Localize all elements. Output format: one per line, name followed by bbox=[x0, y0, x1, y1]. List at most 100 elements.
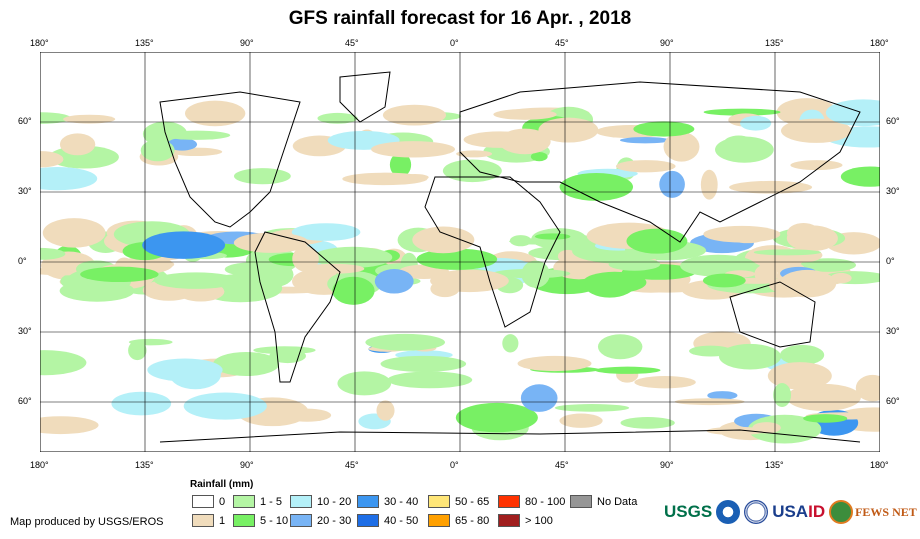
legend-title: Rainfall (mm) bbox=[190, 479, 254, 490]
rainfall-area bbox=[753, 249, 821, 256]
lat-tick-label: 30° bbox=[886, 326, 900, 336]
lon-tick-label: 135° bbox=[135, 38, 154, 48]
usgs-logo: USGS bbox=[664, 502, 713, 521]
lon-tick-label: 90° bbox=[240, 460, 254, 470]
fews-text: FEWS NET bbox=[855, 504, 917, 519]
rainfall-area bbox=[401, 173, 429, 181]
rainfall-area bbox=[213, 352, 280, 377]
rainfall-area bbox=[337, 371, 392, 396]
rainfall-area bbox=[767, 362, 832, 390]
rainfall-area bbox=[59, 133, 96, 156]
rainfall-area bbox=[40, 151, 64, 168]
legend-label: 50 - 65 bbox=[455, 495, 490, 508]
lon-tick-label: 135° bbox=[765, 460, 784, 470]
lon-tick-label: 90° bbox=[660, 460, 674, 470]
rainfall-area bbox=[184, 100, 246, 127]
rainfall-area bbox=[252, 261, 294, 288]
legend-label: 0 bbox=[219, 495, 226, 508]
rainfall-area bbox=[456, 150, 493, 158]
rainfall-area bbox=[608, 257, 661, 271]
rainfall-area bbox=[786, 223, 821, 244]
rainfall-area bbox=[154, 272, 238, 289]
logos: USGS USAID FEWS NET bbox=[664, 500, 917, 524]
rainfall-area bbox=[40, 247, 66, 260]
lon-tick-label: 135° bbox=[765, 38, 784, 48]
legend-label: > 100 bbox=[525, 514, 553, 527]
legend-item: > 100 bbox=[498, 514, 553, 527]
rainfall-area bbox=[412, 226, 475, 254]
rainfall-area bbox=[63, 114, 116, 124]
rainfall-area bbox=[790, 160, 843, 171]
rainfall-area bbox=[162, 130, 231, 140]
rainfall-area bbox=[778, 269, 837, 298]
rainfall-area bbox=[416, 248, 498, 270]
rainfall-area bbox=[492, 268, 571, 279]
rainfall-area bbox=[554, 404, 630, 412]
graticule bbox=[40, 52, 880, 452]
lat-tick-label: 0° bbox=[886, 256, 895, 266]
rainfall-area bbox=[502, 334, 519, 353]
rainfall-area bbox=[786, 383, 861, 411]
lat-tick-label: 60° bbox=[886, 116, 900, 126]
legend-item: 0 bbox=[192, 495, 225, 508]
rainfall-area bbox=[509, 235, 532, 247]
greenland bbox=[339, 71, 391, 123]
usaid-seal-icon bbox=[744, 500, 769, 524]
legend-item: 40 - 50 bbox=[357, 514, 418, 527]
rainfall-area bbox=[840, 166, 880, 187]
legend-item: 20 - 30 bbox=[290, 514, 351, 527]
rainfall-area bbox=[42, 218, 106, 248]
legend-swatch bbox=[428, 495, 450, 508]
rainfall-area bbox=[292, 246, 319, 272]
rainfall-area bbox=[365, 333, 446, 351]
rainfall-area bbox=[302, 263, 365, 274]
rainfall-area bbox=[299, 137, 330, 145]
legend-item: 80 - 100 bbox=[498, 495, 565, 508]
antarctica bbox=[159, 429, 861, 443]
fews-net-logo: FEWS NET bbox=[829, 500, 917, 524]
rainfall-area bbox=[706, 426, 767, 436]
lon-tick-label: 45° bbox=[345, 38, 359, 48]
rainfall-area bbox=[40, 350, 87, 376]
rainfall-area bbox=[317, 112, 358, 124]
rainfall-area bbox=[376, 400, 395, 421]
rainfall-area bbox=[442, 159, 502, 183]
rainfall-area bbox=[619, 137, 671, 144]
legend-label: 40 - 50 bbox=[384, 514, 419, 527]
rainfall-area bbox=[779, 344, 825, 366]
rainfall-area bbox=[719, 343, 782, 370]
rainfall-area bbox=[463, 131, 537, 148]
rainfall-area bbox=[582, 271, 647, 294]
rainfall-area bbox=[312, 246, 393, 268]
rainfall-area bbox=[633, 121, 695, 137]
lat-tick-label: 30° bbox=[886, 186, 900, 196]
rainfall-area bbox=[825, 99, 880, 127]
rainfall-area bbox=[111, 391, 172, 416]
lon-tick-label: 180° bbox=[30, 38, 49, 48]
lon-tick-label: 45° bbox=[345, 460, 359, 470]
rainfall-area bbox=[843, 244, 876, 252]
legend-swatch bbox=[233, 514, 255, 527]
lon-tick-label: 45° bbox=[555, 460, 569, 470]
lon-tick-label: 0° bbox=[450, 460, 459, 470]
globe-icon bbox=[829, 500, 854, 524]
rainfall-area bbox=[855, 374, 880, 402]
lat-tick-label: 60° bbox=[18, 396, 32, 406]
rainfall-area bbox=[830, 272, 852, 284]
rainfall-area bbox=[517, 355, 592, 372]
rainfall-area bbox=[380, 355, 467, 372]
rainfall-area bbox=[389, 152, 412, 178]
legend-swatch bbox=[498, 495, 520, 508]
rainfall-area bbox=[754, 264, 778, 284]
rainfall-area bbox=[803, 414, 848, 423]
rainfall-area bbox=[140, 139, 175, 162]
lon-tick-label: 45° bbox=[555, 38, 569, 48]
rainfall-area bbox=[659, 170, 685, 198]
legend-item: 1 - 5 bbox=[233, 495, 282, 508]
legend-item: 1 bbox=[192, 514, 225, 527]
rainfall-area bbox=[332, 276, 375, 305]
rainfall-area bbox=[538, 117, 599, 143]
legend-swatch bbox=[428, 514, 450, 527]
legend-swatch bbox=[192, 514, 214, 527]
